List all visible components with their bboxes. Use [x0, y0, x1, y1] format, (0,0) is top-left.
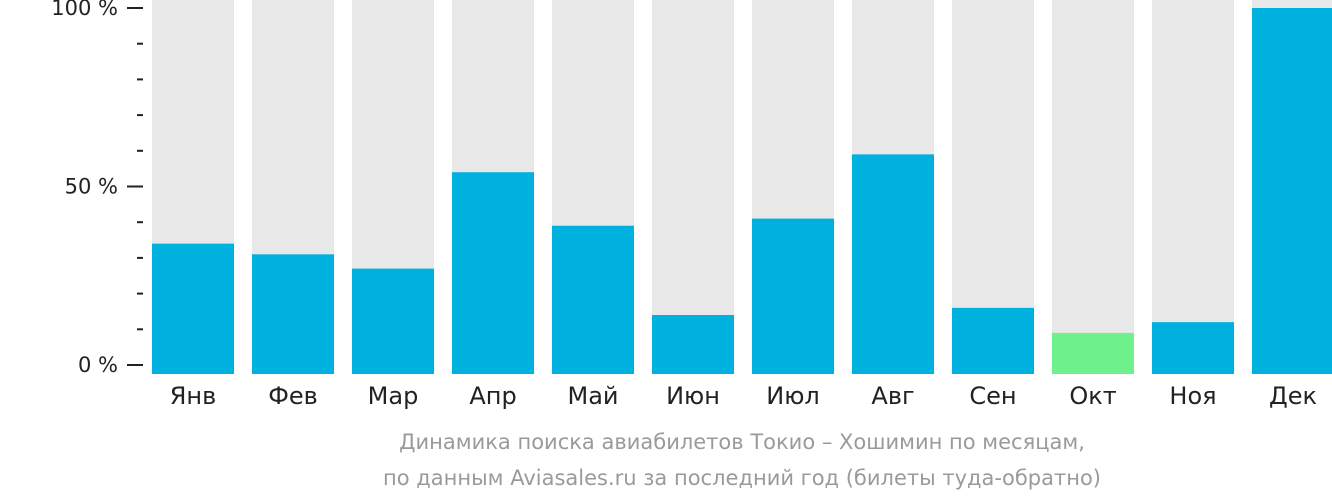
x-tick-label: Янв	[170, 382, 217, 410]
bar-6	[652, 315, 734, 374]
bar-5	[552, 225, 634, 374]
bar-10	[1052, 332, 1134, 374]
bar-track	[1052, 0, 1134, 374]
bar-2	[252, 254, 334, 374]
y-axis: 0 % 50 % 100 %	[51, 0, 143, 377]
x-tick-label: Сен	[969, 382, 1016, 410]
x-tick-label: Мар	[368, 382, 419, 410]
x-tick-label: Авг	[871, 382, 914, 410]
bar-7	[752, 218, 834, 374]
x-axis: Янв Фев Мар Апр Май Июн Июл Авг Сен Окт Ноя Дек	[170, 382, 1317, 410]
x-tick-label: Июн	[666, 382, 720, 410]
bar-9	[952, 307, 1034, 374]
bar-11	[1152, 322, 1234, 374]
chart-caption-line-2: по данным Aviasales.ru за последний год …	[383, 466, 1101, 490]
y-tick-label: 100 %	[51, 0, 118, 20]
x-tick-label: Дек	[1269, 382, 1317, 410]
bar-12	[1252, 8, 1332, 374]
bar-8	[852, 154, 934, 374]
chart-caption-line-1: Динамика поиска авиабилетов Токио – Хоши…	[399, 430, 1085, 454]
bar-4	[452, 172, 534, 374]
bar-1	[152, 243, 234, 374]
bar-track	[1152, 0, 1234, 374]
x-tick-label: Май	[567, 382, 618, 410]
x-tick-label: Апр	[469, 382, 516, 410]
x-tick-label: Фев	[268, 382, 318, 410]
bars	[152, 0, 1332, 374]
x-tick-label: Окт	[1069, 382, 1116, 410]
x-tick-label: Ноя	[1169, 382, 1216, 410]
y-tick-label: 50 %	[65, 175, 118, 199]
bar-track	[652, 0, 734, 374]
x-tick-label: Июл	[766, 382, 820, 410]
bar-3	[352, 268, 434, 374]
y-tick-label: 0 %	[78, 353, 118, 377]
bar-chart: 0 % 50 % 100 % Янв Фев Мар Апр Май Июн Июл Авг Сен…	[51, 0, 1332, 410]
